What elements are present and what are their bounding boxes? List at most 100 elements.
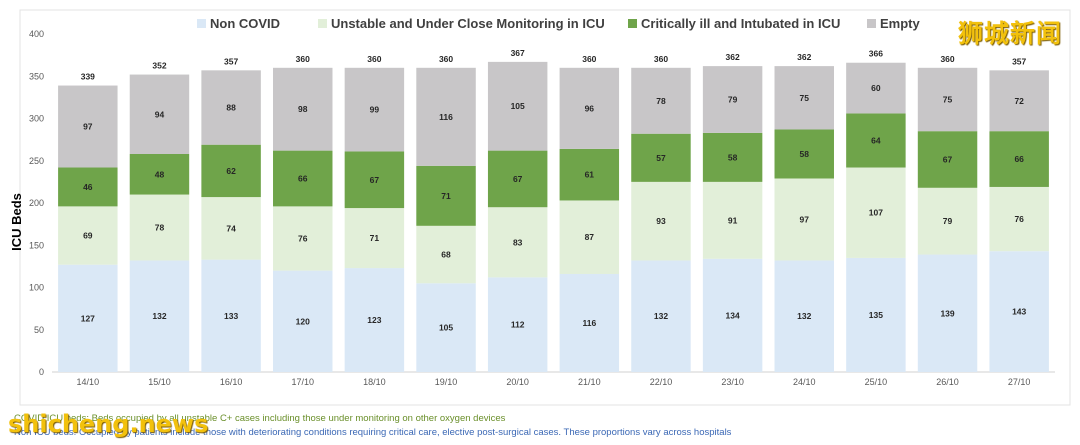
x-tick-label: 23/10 — [721, 377, 744, 387]
legend-item: Critically ill and Intubated in ICU — [628, 16, 840, 31]
data-label: 71 — [441, 191, 451, 201]
legend-item: Non COVID — [197, 16, 280, 31]
legend-swatch — [197, 19, 206, 28]
x-tick-label: 19/10 — [435, 377, 458, 387]
bar-segment — [129, 153, 190, 195]
bar-segment — [416, 283, 476, 372]
bar-segment — [631, 133, 691, 182]
data-label: 78 — [656, 96, 666, 106]
total-label: 367 — [511, 48, 525, 58]
bar-segment — [559, 67, 620, 149]
legend-swatch — [318, 19, 327, 28]
data-label: 107 — [869, 208, 883, 218]
data-label: 99 — [370, 105, 380, 115]
bar-segment — [487, 207, 548, 278]
data-label: 134 — [726, 310, 740, 320]
data-label: 116 — [439, 112, 453, 122]
bar-segment — [774, 129, 834, 179]
bar-segment — [416, 225, 476, 284]
data-label: 46 — [83, 182, 93, 192]
bar-segment — [344, 268, 405, 372]
x-tick-label: 14/10 — [77, 377, 100, 387]
bar-segment — [201, 259, 261, 372]
bar-segment — [702, 258, 763, 372]
data-label: 68 — [441, 250, 451, 260]
legend-swatch — [867, 19, 876, 28]
data-label: 105 — [511, 101, 525, 111]
chart-frame — [19, 9, 1071, 406]
data-label: 58 — [800, 149, 810, 159]
data-label: 60 — [871, 83, 881, 93]
bar-segment — [273, 67, 333, 151]
total-label: 360 — [439, 54, 453, 64]
y-tick-label: 250 — [29, 156, 44, 166]
data-label: 132 — [654, 311, 668, 321]
bar-stack-24-10: 132 97 58 75 362 — [774, 52, 834, 372]
bar-segment — [846, 167, 906, 258]
data-label: 87 — [585, 232, 595, 242]
y-tick-label: 50 — [34, 325, 44, 335]
data-label: 127 — [81, 313, 95, 323]
x-tick-label: 27/10 — [1008, 377, 1031, 387]
bar-segment — [344, 208, 405, 269]
total-label: 360 — [296, 54, 310, 64]
data-label: 76 — [298, 233, 308, 243]
bar-segment — [702, 66, 763, 133]
data-label: 69 — [83, 231, 93, 241]
total-label: 360 — [654, 54, 668, 64]
y-tick-label: 100 — [29, 283, 44, 293]
data-label: 75 — [943, 94, 953, 104]
bar-segment — [846, 257, 906, 372]
x-tick-label: 20/10 — [506, 377, 529, 387]
bar-segment — [344, 151, 405, 209]
bar-segment — [58, 264, 118, 372]
bar-segment — [273, 206, 333, 271]
data-label: 112 — [511, 320, 525, 330]
bar-segment — [917, 67, 978, 132]
bar-segment — [631, 181, 691, 261]
bar-segment — [487, 277, 548, 372]
total-label: 339 — [81, 72, 95, 82]
bar-segment — [487, 61, 548, 151]
legend-label: Non COVID — [210, 16, 280, 31]
x-tick-label: 24/10 — [793, 377, 816, 387]
bar-stack-22-10: 132 93 57 78 360 — [631, 54, 691, 372]
total-label: 362 — [797, 52, 811, 62]
data-label: 67 — [513, 174, 523, 184]
bar-stack-20-10: 112 83 67 105 367 — [487, 48, 548, 372]
total-label: 352 — [152, 61, 166, 71]
total-label: 362 — [726, 52, 740, 62]
data-label: 91 — [728, 215, 738, 225]
x-tick-label: 18/10 — [363, 377, 386, 387]
legend-swatch — [628, 19, 637, 28]
data-label: 132 — [797, 311, 811, 321]
data-label: 57 — [656, 153, 666, 163]
legend-label: Unstable and Under Close Monitoring in I… — [331, 16, 605, 31]
data-label: 94 — [155, 109, 165, 119]
x-tick-label: 26/10 — [936, 377, 959, 387]
bar-segment — [559, 273, 620, 372]
bar-segment — [58, 85, 118, 168]
bar-segment — [416, 165, 476, 226]
data-label: 76 — [1014, 214, 1024, 224]
legend-item: Unstable and Under Close Monitoring in I… — [318, 16, 605, 31]
bar-segment — [631, 260, 691, 372]
bar-segment — [917, 131, 978, 188]
data-label: 48 — [155, 169, 165, 179]
data-label: 67 — [370, 175, 380, 185]
total-label: 360 — [367, 54, 381, 64]
bar-segment — [129, 74, 190, 154]
bar-segment — [201, 144, 261, 198]
data-label: 116 — [582, 318, 596, 328]
bar-segment — [702, 132, 763, 182]
x-axis: 14/10 15/10 16/10 17/10 18/10 19/10 20/10 21/10… — [77, 377, 1031, 387]
bars: 127 69 46 97 339 132 78 48 94 352 133 74 62 88 357 120 7… — [58, 48, 1049, 372]
total-label: 357 — [224, 56, 238, 66]
y-tick-label: 400 — [29, 29, 44, 39]
data-label: 83 — [513, 237, 523, 247]
bar-segment — [129, 194, 190, 261]
data-label: 135 — [869, 310, 883, 320]
bar-segment — [273, 150, 333, 207]
legend: Non COVID Unstable and Under Close Monito… — [197, 16, 921, 31]
